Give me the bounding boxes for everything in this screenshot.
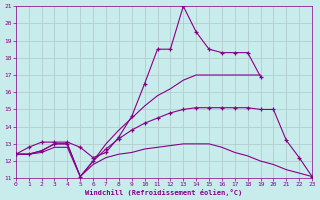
X-axis label: Windchill (Refroidissement éolien,°C): Windchill (Refroidissement éolien,°C) — [85, 189, 243, 196]
